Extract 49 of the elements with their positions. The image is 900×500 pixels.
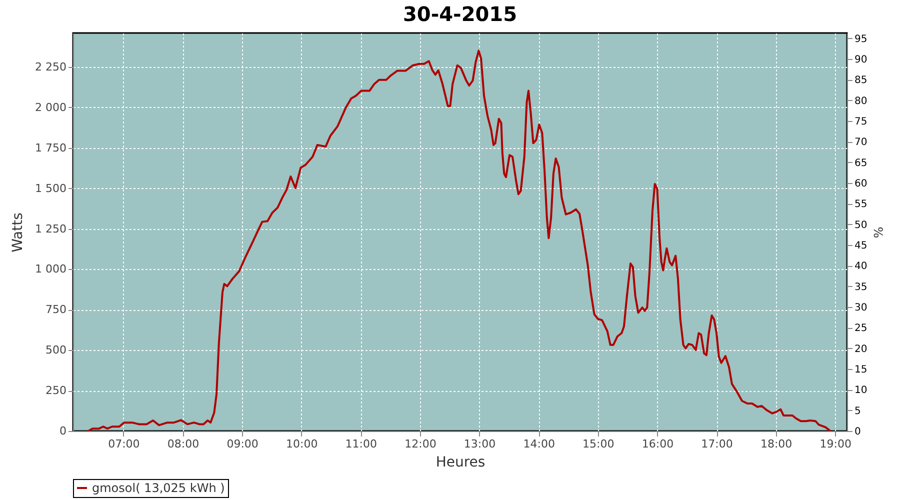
x-tick-label: 10:00 <box>286 438 318 450</box>
y2-tick-label: 20 <box>854 344 868 355</box>
x-tick-label: 15:00 <box>582 438 614 450</box>
y2-tick-label: 95 <box>854 34 868 45</box>
y2-tick-label: 40 <box>854 261 868 272</box>
y2-tick-label: 0 <box>854 426 861 438</box>
y-tick-label: 1 750 <box>35 141 66 154</box>
x-tick-label: 07:00 <box>108 438 140 450</box>
x-tick-label: 17:00 <box>701 438 733 450</box>
y2-tick-label: 80 <box>854 96 868 107</box>
y2-tick-label: 10 <box>854 385 868 396</box>
x-tick-label: 14:00 <box>523 438 555 450</box>
y2-tick-label: 25 <box>854 323 868 334</box>
y2-tick-label: 50 <box>854 220 868 231</box>
y2-tick-label: 90 <box>854 54 868 66</box>
y2-tick-label: 15 <box>854 364 868 376</box>
y2-tick-label: 45 <box>854 240 868 252</box>
y-tick-label: 2 000 <box>35 100 66 114</box>
y2-tick-label: 85 <box>854 75 868 86</box>
y-tick-label: 1 500 <box>35 182 66 195</box>
y2-tick-label: 30 <box>854 302 868 314</box>
y-tick-label: 2 250 <box>35 60 66 74</box>
x-tick-label: 19:00 <box>820 438 852 450</box>
y-tick-label: 500 <box>46 344 66 357</box>
x-tick-label: 11:00 <box>345 438 378 450</box>
y-tick-label: 250 <box>46 384 66 398</box>
line-series <box>87 50 832 431</box>
y-tick-label: 750 <box>46 303 66 316</box>
x-tick-label: 13:00 <box>464 438 496 450</box>
y2-tick-label: 35 <box>854 282 868 293</box>
y2-tick-label: 5 <box>854 406 861 417</box>
y2-axis-title: % <box>871 226 886 238</box>
y2-tick-label: 55 <box>854 199 868 210</box>
chart-title: 30-4-2015 <box>402 2 518 26</box>
y2-tick-label: 65 <box>854 158 868 169</box>
y2-tick-label: 70 <box>854 137 868 148</box>
y-tick-label: 0 <box>60 424 66 438</box>
x-tick-label: 18:00 <box>760 438 792 450</box>
y2-tick-label: 75 <box>854 116 868 128</box>
y2-tick-label: 60 <box>854 178 868 190</box>
x-tick-label: 12:00 <box>404 438 436 450</box>
x-tick-label: 09:00 <box>226 438 258 450</box>
x-axis-title: Heures <box>436 454 486 470</box>
y-axis-title: Watts <box>10 212 26 252</box>
y-tick-label: 1 000 <box>35 262 66 276</box>
legend-label: gmosol( 13,025 kWh ) <box>92 481 225 495</box>
x-tick-label: 08:00 <box>167 438 200 450</box>
x-tick-label: 16:00 <box>642 438 674 450</box>
y-tick-label: 1 250 <box>35 222 66 236</box>
